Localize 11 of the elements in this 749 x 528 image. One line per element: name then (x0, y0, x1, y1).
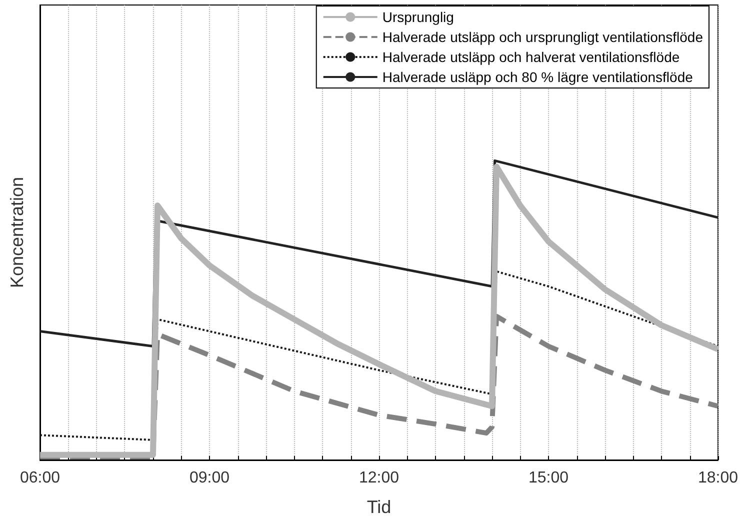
legend-label: Halverade utsläpp och ursprungligt ventilationsflöde (382, 29, 704, 45)
x-tick-label: 18:00 (698, 470, 738, 486)
x-axis-title: Tid (366, 497, 392, 517)
x-tick-label: 06:00 (20, 470, 60, 486)
x-tick-label: 09:00 (189, 470, 230, 486)
legend-label: Ursprunglig (382, 9, 454, 25)
y-axis-title: Koncentration (7, 176, 27, 288)
x-tick-label: 15:00 (528, 470, 569, 486)
x-tick-label: 12:00 (358, 470, 400, 486)
legend-label: Halverade usläpp och 80 % lägre ventilationsflöde (382, 69, 694, 85)
legend-label: Halverade utsläpp och halverat ventilationsflöde (382, 49, 680, 65)
